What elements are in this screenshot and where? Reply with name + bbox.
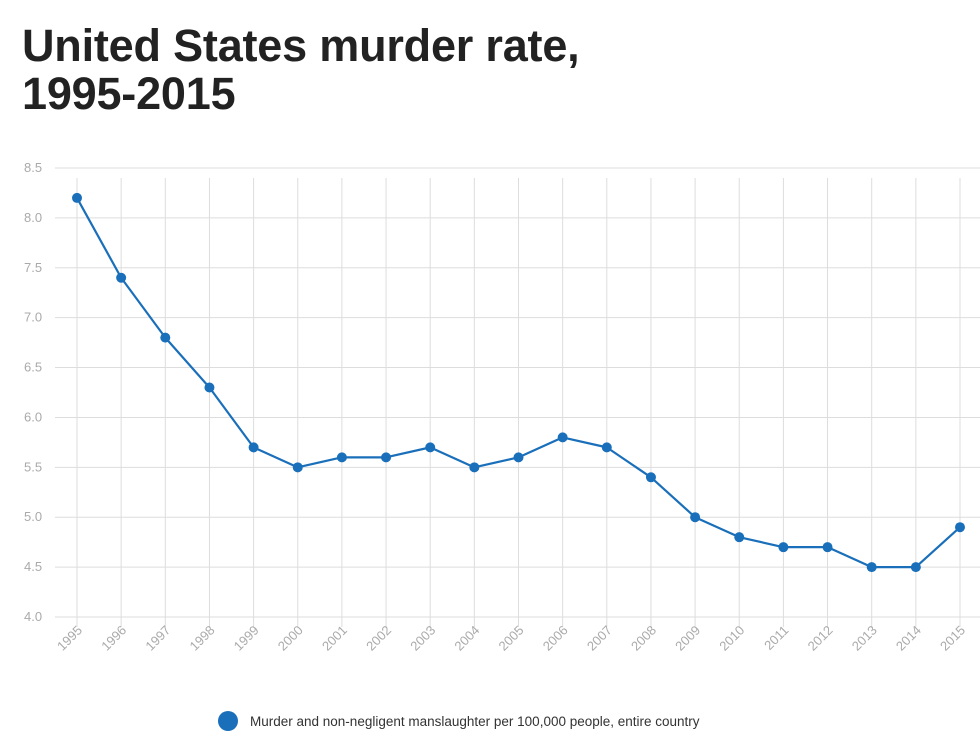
x-tick-label: 2007	[584, 623, 615, 654]
y-tick-label: 8.0	[24, 210, 42, 225]
x-tick-label: 2012	[805, 623, 836, 654]
data-point	[381, 452, 392, 463]
data-point	[513, 452, 524, 463]
x-axis-ticks: 1995 1996 1997 1998 1999 2000 2001 2002 2003 2004…	[54, 623, 968, 654]
data-point	[778, 542, 789, 553]
y-tick-label: 6.5	[24, 360, 42, 375]
data-point	[292, 462, 303, 473]
y-tick-label: 5.0	[24, 509, 42, 524]
data-point	[690, 512, 701, 523]
chart-title-line-1: United States murder rate,	[22, 20, 580, 71]
data-point	[955, 522, 965, 533]
x-tick-label: 1998	[187, 623, 218, 654]
data-point	[601, 442, 612, 453]
y-tick-label: 4.5	[24, 559, 42, 574]
data-point	[204, 382, 215, 393]
gridlines	[55, 167, 980, 627]
data-point	[116, 272, 127, 283]
x-tick-label: 1996	[98, 623, 129, 654]
x-tick-label: 1999	[231, 623, 262, 654]
x-tick-label: 2005	[496, 623, 527, 654]
chart-title-line-2: 1995-2015	[22, 68, 236, 119]
data-point	[72, 192, 82, 203]
data-point	[160, 332, 171, 343]
y-tick-label: 8.5	[24, 160, 42, 175]
data-point	[557, 432, 568, 443]
y-tick-label: 4.0	[24, 609, 42, 624]
x-tick-label: 2010	[716, 623, 747, 654]
x-tick-label: 2013	[849, 623, 880, 654]
data-point	[734, 532, 745, 543]
data-point	[645, 472, 656, 483]
data-point	[425, 442, 436, 453]
x-tick-label: 1995	[54, 623, 85, 654]
x-tick-label: 2011	[761, 623, 791, 653]
x-tick-label: 2014	[893, 623, 924, 654]
x-tick-label: 2009	[672, 623, 703, 654]
x-tick-label: 1997	[142, 623, 173, 654]
y-axis-ticks: 4.0 4.5 5.0 5.5 6.0 6.5 7.0 7.5 8.0 8.5	[24, 160, 42, 624]
legend-marker-icon	[218, 711, 238, 731]
y-tick-label: 7.0	[24, 310, 42, 325]
x-tick-label: 2008	[628, 623, 659, 654]
x-tick-label: 2015	[937, 623, 968, 654]
data-point	[336, 452, 347, 463]
x-tick-label: 2003	[407, 623, 438, 654]
data-point	[910, 562, 921, 573]
x-tick-label: 2000	[275, 623, 306, 654]
data-point	[866, 562, 877, 573]
y-tick-label: 5.5	[24, 459, 42, 474]
x-tick-label: 2001	[319, 623, 350, 654]
data-point	[469, 462, 480, 473]
data-point	[248, 442, 259, 453]
y-tick-label: 6.0	[24, 409, 42, 424]
data-point	[822, 542, 833, 553]
chart-title: United States murder rate, 1995-2015	[22, 20, 580, 119]
y-tick-label: 7.5	[24, 260, 42, 275]
x-tick-label: 2006	[540, 623, 571, 654]
legend-label: Murder and non-negligent manslaughter pe…	[250, 713, 700, 729]
data-series	[72, 192, 965, 573]
x-tick-label: 2002	[363, 623, 394, 654]
x-tick-label: 2004	[451, 623, 482, 654]
legend[interactable]: Murder and non-negligent manslaughter pe…	[218, 710, 700, 732]
